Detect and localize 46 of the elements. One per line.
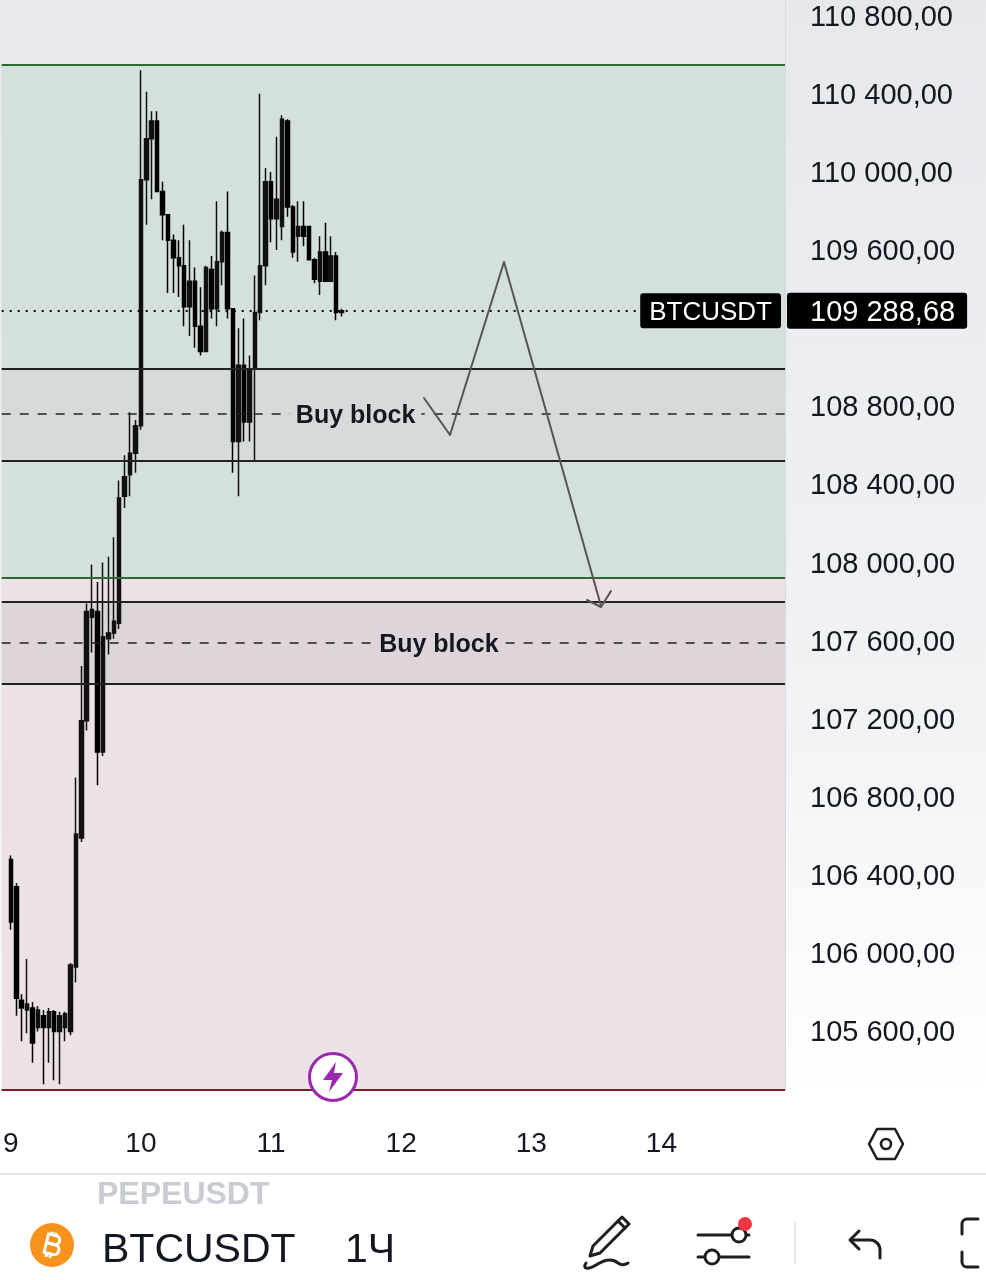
candlestick xyxy=(35,1005,41,1033)
x-tick-label: 9 xyxy=(3,1126,19,1158)
candlestick xyxy=(327,235,334,283)
y-tick-label: 106 400,00 xyxy=(810,859,956,892)
candlestick xyxy=(56,1011,63,1085)
annotation: Buy block xyxy=(295,400,416,429)
y-tick-label: 105 600,00 xyxy=(810,1015,956,1048)
y-tick-label: 108 800,00 xyxy=(810,390,956,423)
candlestick xyxy=(51,1009,57,1081)
y-tick-label: 106 000,00 xyxy=(810,937,956,970)
candlestick xyxy=(268,171,274,243)
y-tick-label: 110 800,00 xyxy=(810,0,953,32)
candlestick xyxy=(186,239,193,337)
candlestick xyxy=(181,223,187,327)
annotation: Buy block xyxy=(379,628,499,657)
candlestick xyxy=(214,200,220,327)
x-tick-label: 12 xyxy=(385,1126,417,1158)
y-tick-label: 107 600,00 xyxy=(810,624,956,657)
candlestick xyxy=(18,993,25,1042)
y-tick-label: 106 800,00 xyxy=(810,780,956,813)
candlestick xyxy=(241,317,247,443)
x-tick-label: 13 xyxy=(515,1126,547,1158)
text: 1Ч xyxy=(345,1224,396,1271)
candlestick xyxy=(46,1007,52,1064)
y-tick-label: 107 200,00 xyxy=(810,702,956,735)
candlestick xyxy=(29,1001,36,1064)
y-tick-label: 108 000,00 xyxy=(810,546,956,579)
x-tick-label: 11 xyxy=(256,1126,286,1158)
candlestick xyxy=(235,327,242,497)
candlestick xyxy=(317,235,323,296)
candlestick xyxy=(94,581,101,787)
y-tick-label: 108 400,00 xyxy=(810,468,956,501)
y-tick-label: 109 600,00 xyxy=(810,234,956,267)
candlestick xyxy=(40,1009,47,1085)
y-tick-label: 110 400,00 xyxy=(810,77,953,110)
candlestick xyxy=(322,221,329,283)
x-tick-label: 10 xyxy=(125,1126,157,1158)
candlestick xyxy=(295,200,301,263)
ref-line-label: BTCUSDT xyxy=(649,295,773,326)
candlestick xyxy=(24,958,30,1035)
candlestick xyxy=(121,454,128,509)
y-tick-label: 110 000,00 xyxy=(810,155,953,188)
candlestick xyxy=(246,354,253,443)
text: 109 288,68 xyxy=(810,294,956,327)
x-tick-label: 14 xyxy=(645,1126,677,1158)
text: BTCUSDT xyxy=(102,1224,296,1271)
